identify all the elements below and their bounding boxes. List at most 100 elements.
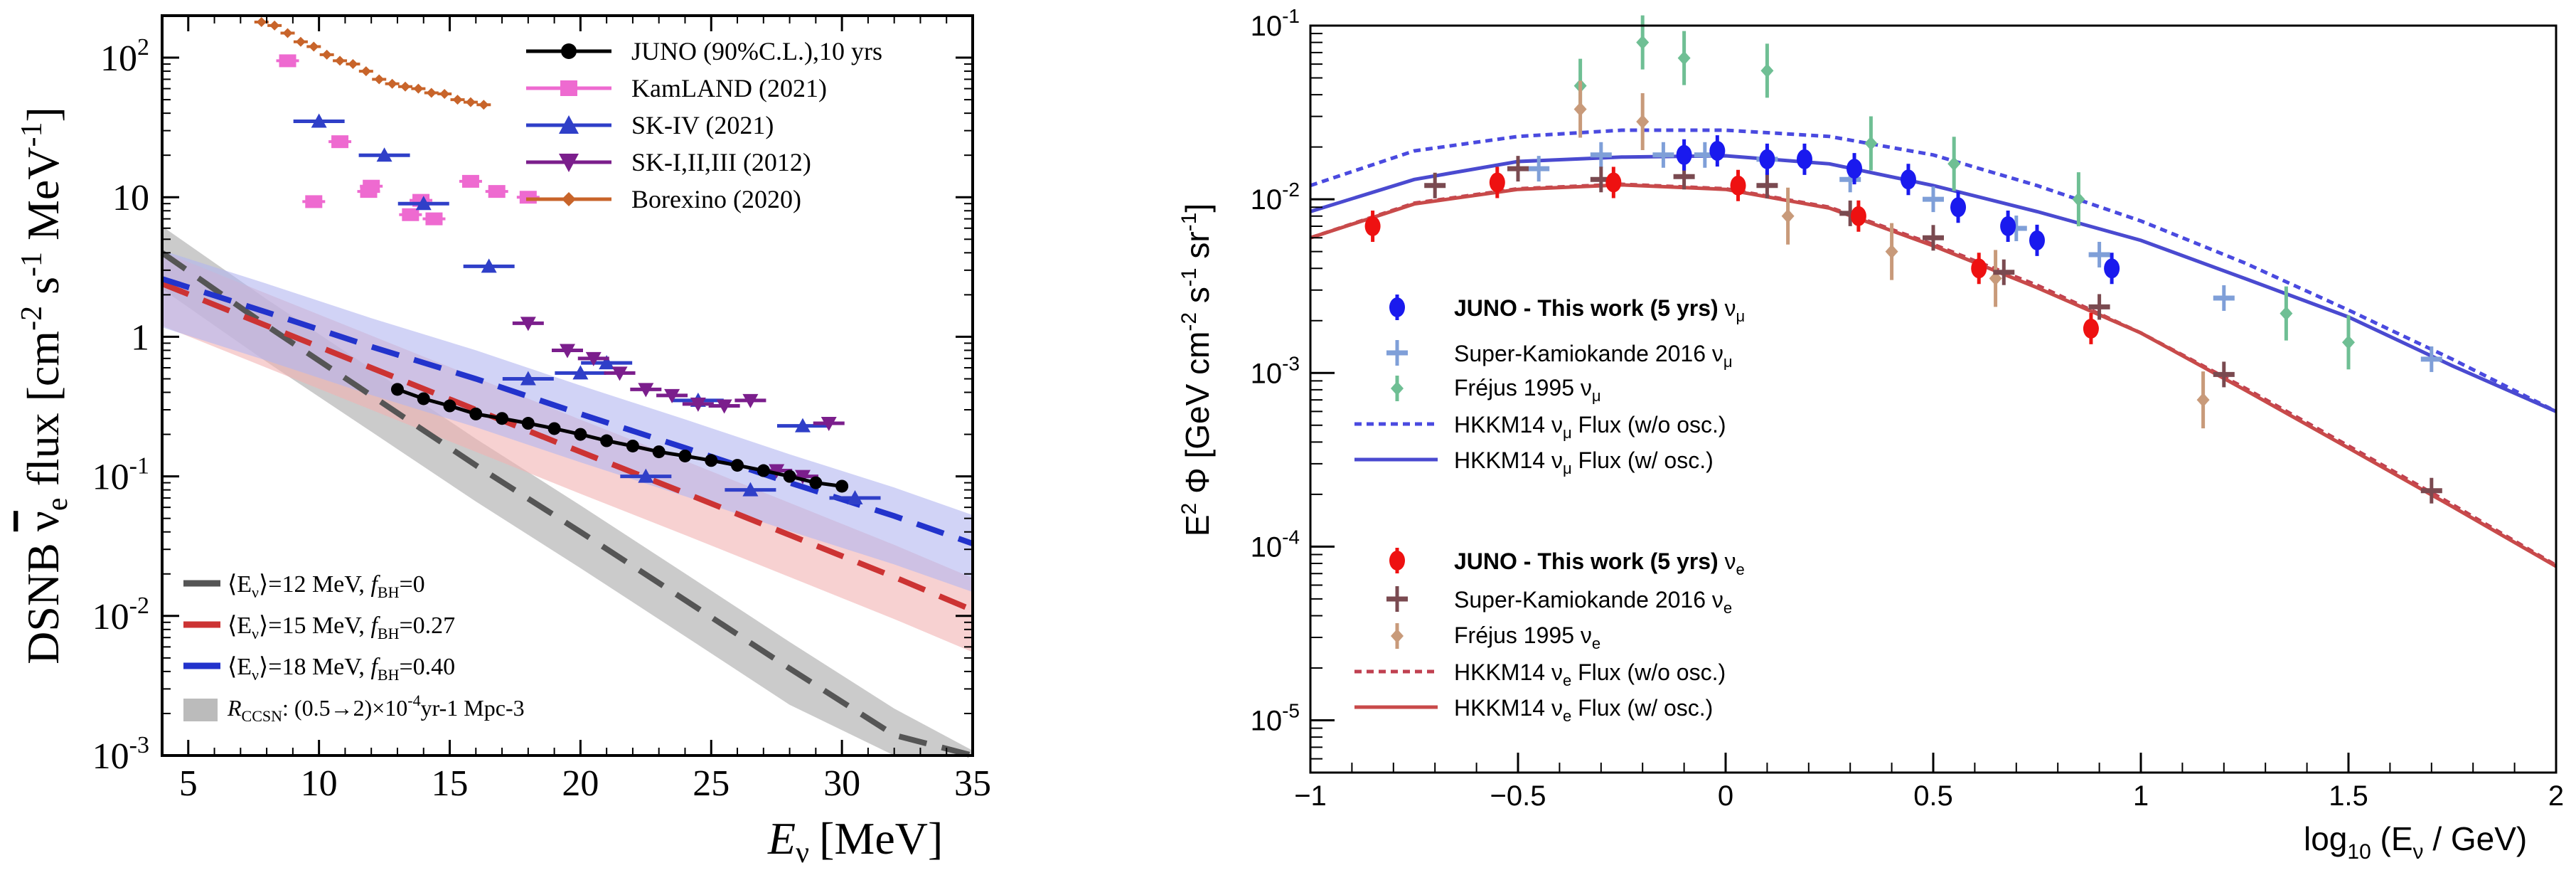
juno-point <box>626 439 639 452</box>
frejus-nue-point <box>1781 208 1795 223</box>
frejus-nue-point <box>1885 244 1898 259</box>
left-ylabel-exp1: -2 <box>16 306 48 331</box>
right-xlabel-end: / GeV) <box>2424 820 2528 857</box>
svg-text:⟨Eν⟩=15 MeV, fBH=0.27: ⟨Eν⟩=15 MeV, fBH=0.27 <box>228 613 455 642</box>
x-tick-label: 0 <box>1718 780 1733 812</box>
legend-hkkm-numu-woosc-nu: ν <box>1551 412 1563 438</box>
legend-hkkm-nue-woosc-nu: ν <box>1551 659 1563 685</box>
sk4-point <box>599 355 615 370</box>
frejus-numu-point <box>1636 35 1650 50</box>
left-ylabel-end: ] <box>18 107 68 122</box>
borexino-point <box>335 55 346 66</box>
legend-hkkm-nue-woosc-sub: e <box>1563 672 1571 689</box>
legend-sk-numu-label: Super-Kamiokande 2016 <box>1454 341 1706 366</box>
legend-sk123-label: SK-I,II,III (2012) <box>631 148 811 176</box>
juno-point <box>469 407 483 420</box>
x-tick-label: 20 <box>562 763 599 804</box>
borexino-point <box>256 16 267 27</box>
svg-text:⟨Eν⟩=18 MeV, fBH=0.40: ⟨Eν⟩=18 MeV, fBH=0.40 <box>228 654 455 684</box>
legend-borexino: Borexino (2020) <box>526 185 801 213</box>
legend-ccsn-sub: CCSN <box>242 707 283 725</box>
legend-ccsn-pre: R <box>227 695 242 721</box>
right-y-ticks: 10-110-210-310-410-5 <box>1251 5 1335 760</box>
left-x-axis-label: Eν [MeV] <box>767 813 943 869</box>
legend-frejus-nue-nu: ν <box>1581 622 1592 648</box>
y-tick-exp: -3 <box>1282 352 1300 374</box>
legend-hkkm-numu-woosc: HKKM14 νμ Flux (w/o osc.) <box>1354 412 1726 442</box>
borexino-point <box>387 78 397 89</box>
sk4-point <box>638 468 654 483</box>
legend-hkkm-numu-woosc-post: Flux (w/o osc.) <box>1578 412 1726 438</box>
legend-model-18-mid: ⟩=18 MeV, <box>259 654 370 680</box>
legend-hkkm-nue-woosc-post: Flux (w/o osc.) <box>1578 659 1726 685</box>
legend-sk-nue: Super-Kamiokande 2016 νe <box>1386 586 1732 617</box>
legend-model-18-sub1: ν <box>252 666 259 684</box>
kamland-point <box>425 212 443 226</box>
juno-numu-point <box>1950 197 1967 218</box>
svg-text:HKKM14 νμ Flux (w/ osc.): HKKM14 νμ Flux (w/ osc.) <box>1454 447 1714 479</box>
right-ylabel-mid: Φ [GeV cm <box>1179 332 1216 503</box>
legend-juno-numu-sub: μ <box>1736 307 1746 325</box>
frejus-nue-point <box>1573 102 1587 117</box>
juno-point <box>547 422 561 435</box>
x-tick-label: 35 <box>954 763 991 804</box>
legend-model-12-mid: ⟩=12 MeV, <box>259 571 370 598</box>
left-ylabel-nu: ν <box>18 511 68 531</box>
borexino-point <box>426 88 437 98</box>
legend-frejus-nue: Fréjus 1995 νe <box>1391 622 1600 652</box>
legend-juno-numu: JUNO - This work (5 yrs) νμ <box>1389 295 1745 325</box>
right-ylabel-exp3: -1 <box>1177 267 1201 287</box>
juno-nue-point <box>1971 258 1987 279</box>
left-data-points <box>254 16 881 505</box>
borexino-point <box>269 20 280 31</box>
legend-kamland-label: KamLAND (2021) <box>631 74 827 102</box>
svg-text:Fréjus 1995 νe: Fréjus 1995 νe <box>1454 622 1600 652</box>
left-xlabel-sym: E <box>767 813 796 864</box>
juno-numu-point <box>1759 149 1775 169</box>
x-tick-label: 30 <box>823 763 860 804</box>
svg-text:HKKM14 νe Flux (w/ osc.): HKKM14 νe Flux (w/ osc.) <box>1454 695 1713 726</box>
juno-nue-point <box>1605 172 1622 193</box>
y-tick-base: 10 <box>92 597 129 637</box>
right-y-axis-label: E2 Φ [GeV cm-2 s-1 sr-1] <box>1177 203 1216 536</box>
legend-hkkm-nue-wosc-nu: ν <box>1551 695 1563 721</box>
sk123-point <box>638 383 654 398</box>
legend-sk4-label: SK-IV (2021) <box>631 111 774 139</box>
hkkm-line <box>1310 128 2558 413</box>
legend-model-15-post: =0.27 <box>399 613 455 639</box>
right-data-points <box>1364 15 2442 504</box>
right-ylabel-pre: E <box>1179 514 1216 536</box>
x-tick-label: 10 <box>301 763 338 804</box>
frejus-numu-point <box>1864 136 1878 151</box>
kamland-point <box>461 174 479 188</box>
legend-model-18-sub2: BH <box>378 666 400 684</box>
x-tick-label: 2 <box>2548 780 2564 812</box>
legend-juno-nue-label: JUNO - This work (5 yrs) <box>1454 548 1719 574</box>
y-tick-base: 10 <box>1251 531 1283 563</box>
legend-sk-nue-sub: e <box>1723 599 1732 617</box>
frejus-numu-point <box>2280 306 2293 321</box>
left-ylabel-sub: e <box>41 498 74 511</box>
right-ylabel-mid2: s <box>1179 287 1216 312</box>
juno-point <box>652 445 666 459</box>
borexino-point <box>309 41 319 52</box>
legend-frejus-nue-label: Fréjus 1995 <box>1454 622 1574 648</box>
borexino-point <box>295 36 306 47</box>
y-tick-label: 10-5 <box>1251 700 1300 737</box>
kamland-point <box>519 191 537 204</box>
legend-ccsn-mid: : (0.5→2)×10 <box>282 695 407 721</box>
left-ylabel-mid: s <box>18 277 68 306</box>
juno-numu-point <box>1676 144 1692 165</box>
y-tick-label: 10-1 <box>92 453 149 498</box>
x-tick-label: −1 <box>1294 780 1327 812</box>
legend-model-15-sub2: BH <box>378 625 400 642</box>
legend-sk-numu-sub: μ <box>1723 353 1733 371</box>
legend-model-12-sub1: ν <box>252 583 259 601</box>
legend-hkkm-nue-wosc-post: Flux (w/ osc.) <box>1578 695 1713 721</box>
legend-hkkm-nue-wosc: HKKM14 νe Flux (w/ osc.) <box>1354 695 1713 726</box>
right-x-ticks: −1 −0.5 0 0.5 1 1.5 2 <box>1294 753 2564 812</box>
legend-model-15-sub1: ν <box>252 625 259 642</box>
legend-hkkm-numu-woosc-sub: μ <box>1563 424 1572 442</box>
legend-model-12-post: =0 <box>399 571 424 598</box>
